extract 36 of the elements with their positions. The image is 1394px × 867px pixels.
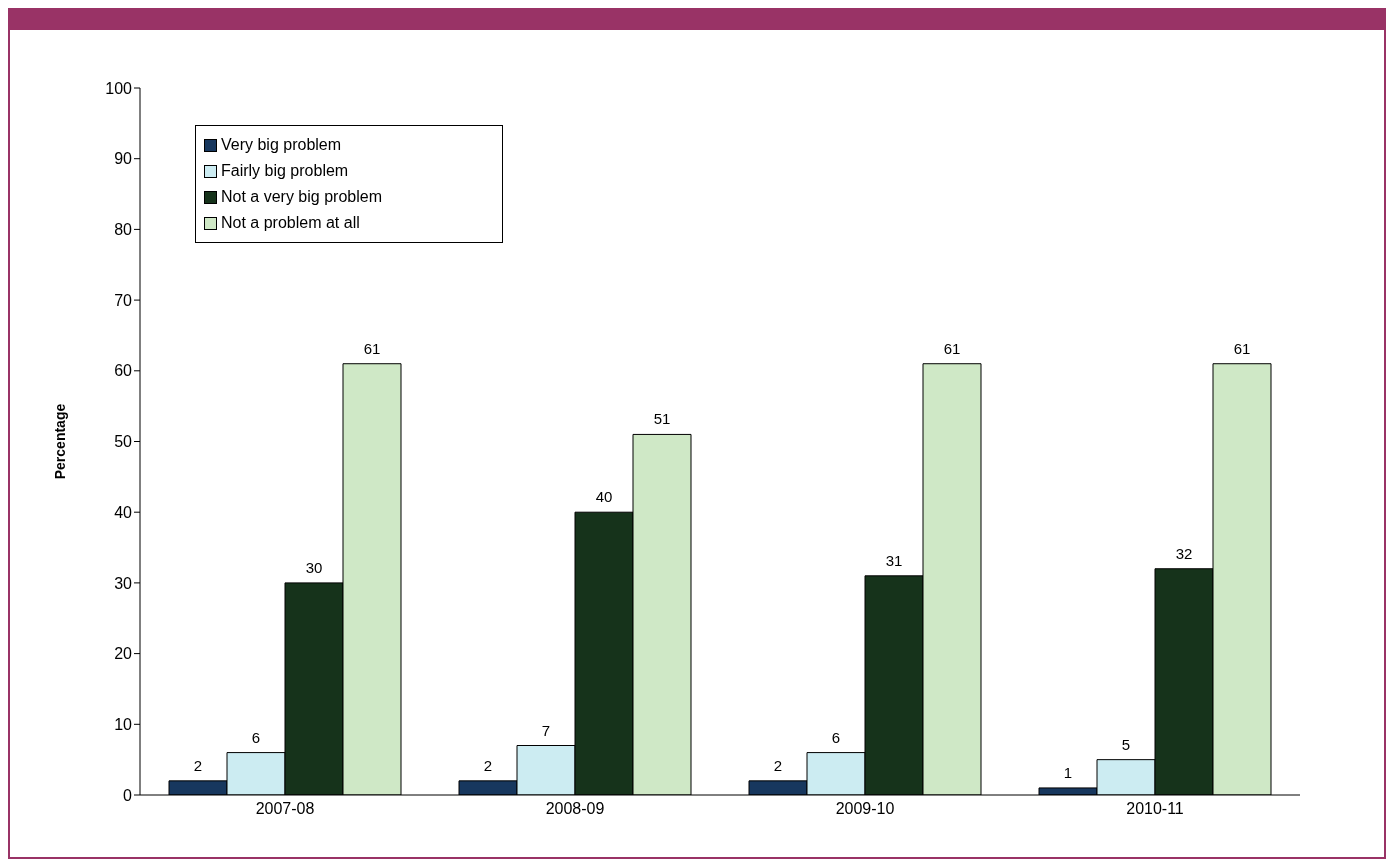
data-label: 40 (595, 488, 613, 506)
data-label: 61 (363, 339, 381, 357)
data-label: 1 (1063, 763, 1073, 781)
y-tick-label: 90 (114, 150, 133, 168)
y-tick-label: 60 (114, 362, 133, 380)
y-tick-label: 30 (114, 574, 133, 592)
y-tick-label: 0 (123, 786, 133, 804)
data-label: 7 (541, 721, 551, 739)
x-tick-label: 2009-10 (835, 800, 895, 818)
data-label: 2 (483, 756, 493, 774)
legend-label: Very big problem (221, 135, 342, 155)
y-tick-label: 80 (114, 221, 133, 239)
data-label: 31 (885, 551, 903, 569)
data-label: 6 (251, 728, 261, 746)
y-tick-label: 100 (105, 79, 133, 97)
legend-label: Fairly big problem (221, 161, 349, 181)
x-tick-label: 2007-08 (255, 800, 315, 818)
data-label: 2 (193, 756, 203, 774)
data-label: 6 (831, 728, 841, 746)
y-axis-title: Percentage (51, 403, 68, 480)
y-tick-label: 40 (114, 503, 133, 521)
x-tick-label: 2010-11 (1126, 800, 1184, 818)
legend-label: Not a very big problem (221, 187, 382, 207)
legend-label: Not a problem at all (221, 213, 360, 233)
y-tick-label: 50 (114, 433, 133, 451)
data-label: 51 (653, 410, 671, 428)
data-label: 30 (305, 558, 323, 576)
data-label: 5 (1121, 735, 1131, 753)
y-tick-label: 10 (114, 715, 133, 733)
data-label: 2 (773, 756, 783, 774)
data-label: 61 (943, 339, 961, 357)
x-tick-label: 2008-09 (545, 800, 605, 818)
y-tick-label: 20 (114, 645, 133, 663)
y-tick-label: 70 (114, 291, 133, 309)
data-label: 32 (1175, 544, 1193, 562)
data-label: 61 (1233, 339, 1251, 357)
